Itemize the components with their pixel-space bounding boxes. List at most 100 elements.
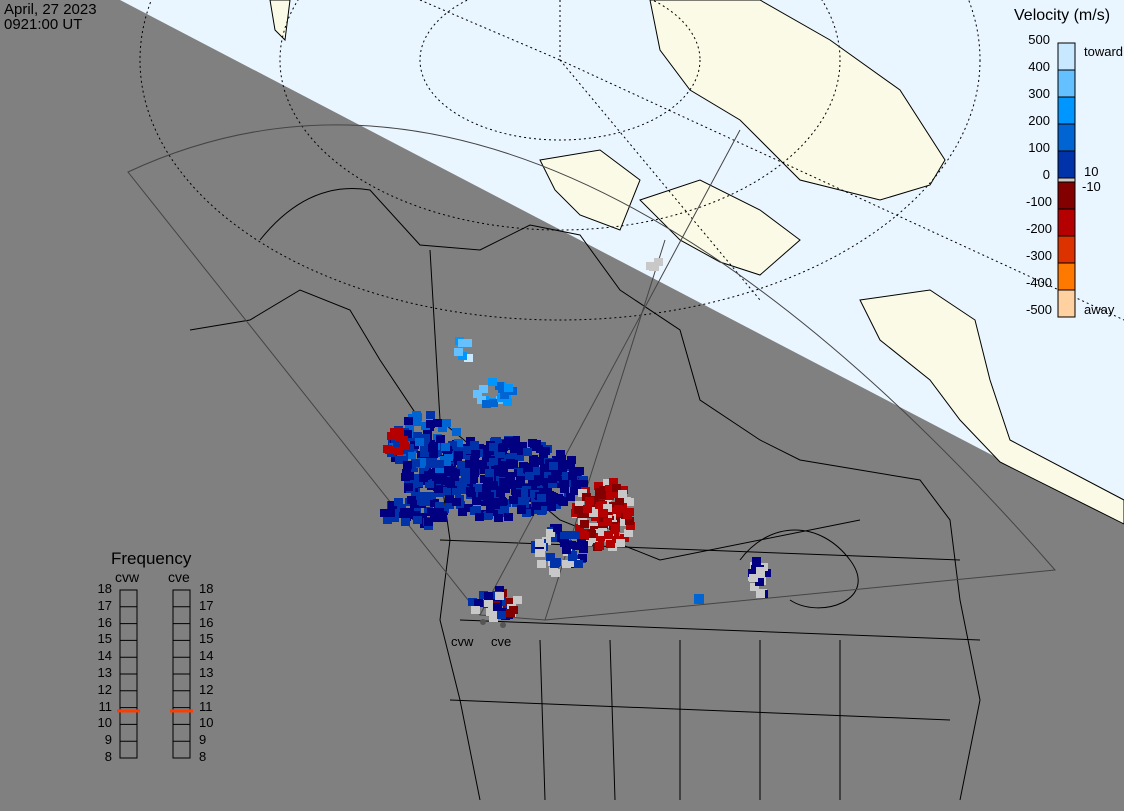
velocity-cell [537, 560, 546, 568]
velocity-cell [552, 529, 561, 537]
velocity-cell [435, 465, 444, 473]
velocity-cell [420, 449, 429, 457]
velocity-cell [407, 451, 416, 459]
velocity-cell [445, 501, 454, 509]
colorbar-segment [1057, 289, 1076, 318]
velocity-cell [531, 467, 540, 475]
velocity-cell [508, 453, 517, 461]
velocity-cell [560, 539, 569, 547]
velocity-cell [430, 514, 439, 522]
frequency-tick-label: 14 [97, 648, 112, 664]
velocity-cell [460, 461, 469, 469]
velocity-cell [506, 598, 515, 606]
velocity-cell [572, 468, 581, 476]
velocity-cell [488, 378, 497, 386]
velocity-cell [756, 590, 765, 598]
velocity-tick-label: -200 [1026, 221, 1053, 236]
velocity-tick-label: 0 [1042, 167, 1050, 182]
frequency-title: Frequency [111, 549, 192, 568]
velocity-cell [482, 485, 491, 493]
velocity-tick-label: -500 [1026, 302, 1053, 317]
velocity-cell [548, 480, 557, 488]
velocity-cell [442, 488, 451, 496]
velocity-cell [518, 442, 527, 450]
frequency-tick-label: 10 [97, 715, 112, 731]
velocity-cell [580, 520, 589, 528]
velocity-colorbar [1057, 42, 1076, 318]
velocity-cell [473, 484, 482, 492]
velocity-cell [428, 458, 437, 466]
velocity-cell [622, 497, 631, 505]
velocity-cell [450, 473, 459, 481]
velocity-cell [435, 460, 444, 468]
velocity-cell [408, 432, 417, 440]
frequency-tick-label: 11 [199, 698, 213, 714]
velocity-cell [749, 574, 758, 582]
velocity-cell [501, 454, 510, 462]
velocity-cell [462, 446, 471, 454]
freq-radar-label-cve: cve [168, 569, 190, 585]
velocity-cell [448, 480, 457, 488]
velocity-cell [416, 460, 425, 468]
colorbar-segment [1057, 181, 1076, 210]
velocity-cell [533, 457, 542, 465]
velocity-cell [410, 441, 419, 449]
frequency-tick-label: 12 [97, 681, 112, 697]
velocity-cell [559, 477, 568, 485]
velocity-cell [540, 464, 549, 472]
velocity-cell [395, 428, 404, 436]
velocity-cell [504, 513, 513, 521]
frequency-tick-label: 10 [199, 715, 214, 731]
velocity-cell [415, 438, 424, 446]
velocity-cell [436, 435, 445, 443]
velocity-cell [524, 466, 533, 474]
velocity-cell [557, 455, 566, 463]
velocity-cell [503, 398, 512, 406]
velocity-cell [591, 496, 600, 504]
velocity-cell [597, 491, 606, 499]
velocity-cell [491, 501, 500, 509]
velocity-cell [579, 541, 588, 549]
velocity-cell [541, 447, 550, 455]
velocity-cell [562, 472, 571, 480]
velocity-cell [424, 492, 433, 500]
colorbar-segment [1057, 208, 1076, 237]
velocity-cell [559, 498, 568, 506]
velocity-cell [508, 442, 517, 450]
velocity-cell [442, 458, 451, 466]
velocity-cell [525, 472, 534, 480]
velocity-tick-label: -400 [1026, 275, 1053, 290]
velocity-cell [460, 468, 469, 476]
frequency-tick-label: 14 [199, 648, 214, 664]
velocity-cell [445, 495, 454, 503]
velocity-cell [506, 609, 515, 617]
velocity-cell [589, 536, 598, 544]
velocity-cell [441, 477, 450, 485]
velocity-cell [528, 439, 537, 447]
velocity-cell [548, 475, 557, 483]
velocity-cell [510, 447, 519, 455]
velocity-cell [430, 499, 439, 507]
velocity-cell [489, 458, 498, 466]
velocity-cell [549, 462, 558, 470]
velocity-cell [571, 531, 580, 539]
velocity-cell [654, 258, 663, 266]
velocity-cell [429, 450, 438, 458]
velocity-cell [486, 505, 495, 513]
velocity-cell [395, 510, 404, 518]
velocity-cell [485, 469, 494, 477]
velocity-cell [410, 474, 419, 482]
velocity-cell [552, 456, 561, 464]
velocity-cell [390, 514, 399, 522]
colorbar-segment [1057, 150, 1076, 179]
velocity-cell [447, 487, 456, 495]
velocity-cell [626, 522, 635, 530]
velocity-cell [473, 390, 482, 398]
velocity-cell [495, 586, 504, 594]
velocity-cell [472, 497, 481, 505]
velocity-cell [458, 508, 467, 516]
velocity-cell [574, 560, 583, 568]
velocity-cell [461, 476, 470, 484]
frequency-tick-label: 15 [199, 631, 214, 647]
velocity-cell [499, 478, 508, 486]
